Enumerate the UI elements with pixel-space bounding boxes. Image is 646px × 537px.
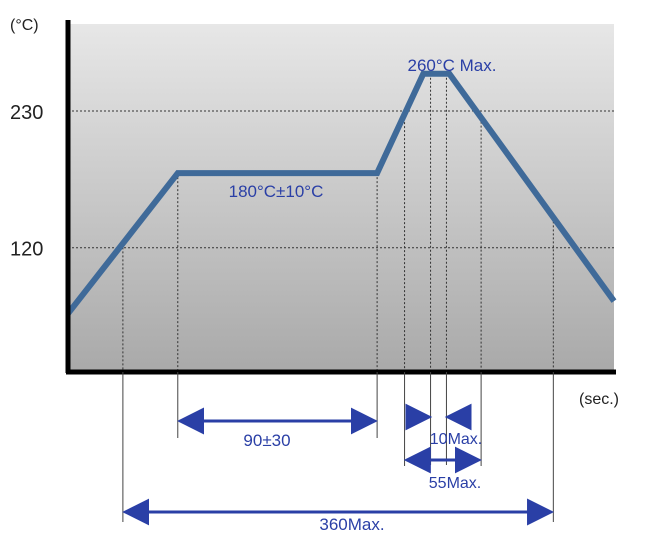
- above230-time-label: 55Max.: [429, 475, 481, 492]
- soak-time-label: 90±30: [243, 431, 290, 450]
- peak-time-label: 10Max.: [430, 431, 482, 448]
- peak-annotation: 260°C Max.: [407, 56, 496, 75]
- time-dimensions: [122, 372, 555, 526]
- y-axis-label: (°C): [10, 17, 39, 34]
- y-tick-labels: 230 120: [10, 102, 43, 261]
- soak-annotation: 180°C±10°C: [229, 182, 324, 201]
- plot-background: [68, 24, 614, 372]
- y-tick-label-120: 120: [10, 239, 43, 261]
- profile-line: [65, 70, 617, 316]
- guide-lines: [68, 73, 614, 372]
- total-time-label: 360Max.: [319, 515, 384, 534]
- profile-series: [65, 70, 617, 316]
- x-axis-label: (sec.): [579, 391, 619, 408]
- y-tick-label-230: 230: [10, 102, 43, 124]
